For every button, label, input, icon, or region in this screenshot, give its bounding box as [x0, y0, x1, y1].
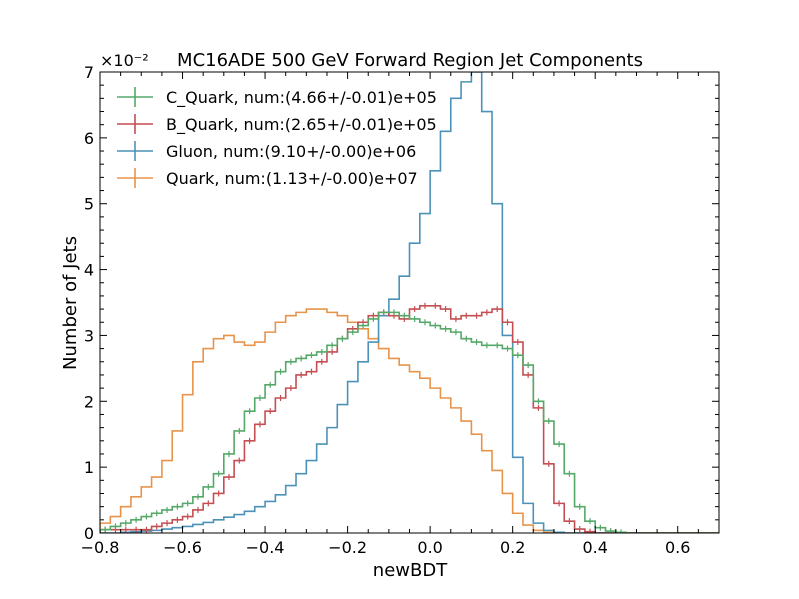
y-axis-label: Number of Jets [60, 236, 81, 370]
y-tick-label: 7 [84, 63, 94, 82]
y-axis: 0 1 2 3 4 5 6 7 [84, 63, 719, 543]
legend-entry: Gluon, num:(9.10+/-0.00)e+06 [117, 141, 416, 161]
x-tick-label: −0.4 [246, 538, 285, 557]
y-tick-label: 2 [84, 392, 94, 411]
legend-entry: B_Quark, num:(2.65+/-0.01)e+05 [117, 114, 437, 135]
y-tick-label: 3 [84, 326, 94, 345]
legend: C_Quark, num:(4.66+/-0.01)e+05 B_Quark, n… [117, 87, 437, 188]
x-tick-label: −0.2 [328, 538, 367, 557]
title-group: MC16ADE 500 GeV Forward Region Jet Compo… [177, 50, 643, 71]
y-tick-label: 1 [84, 458, 94, 477]
legend-label: Quark, num:(1.13+/-0.00)e+07 [166, 169, 418, 188]
legend-entry: Quark, num:(1.13+/-0.00)e+07 [117, 168, 418, 188]
y-tick-label: 0 [84, 524, 94, 543]
y-scale-factor: ×10⁻² [100, 51, 149, 70]
scale-label-group: ×10⁻² [100, 51, 149, 70]
y-tick-label: 6 [84, 129, 94, 148]
x-axis: −0.8 −0.6 −0.4 −0.2 0.0 0.2 0.4 0.6 [81, 72, 720, 557]
y-tick-label: 5 [84, 195, 94, 214]
x-tick-label: −0.8 [81, 538, 120, 557]
series-0 [100, 309, 719, 533]
legend-label: B_Quark, num:(2.65+/-0.01)e+05 [166, 115, 437, 135]
x-tick-label: 0.2 [500, 538, 525, 557]
x-tick-label: 0.6 [665, 538, 690, 557]
y-tick-label: 4 [84, 261, 94, 280]
series-line [100, 311, 719, 533]
x-tick-label: −0.6 [163, 538, 202, 557]
legend-label: Gluon, num:(9.10+/-0.00)e+06 [166, 142, 416, 161]
chart-title: MC16ADE 500 GeV Forward Region Jet Compo… [177, 50, 643, 71]
legend-entry: C_Quark, num:(4.66+/-0.01)e+05 [117, 87, 437, 108]
x-tick-label: 0.0 [417, 538, 442, 557]
series-3 [100, 308, 719, 533]
legend-label: C_Quark, num:(4.66+/-0.01)e+05 [166, 88, 437, 108]
series-line [100, 308, 719, 533]
x-axis-label: newBDT [373, 560, 448, 581]
x-tick-label: 0.4 [582, 538, 607, 557]
